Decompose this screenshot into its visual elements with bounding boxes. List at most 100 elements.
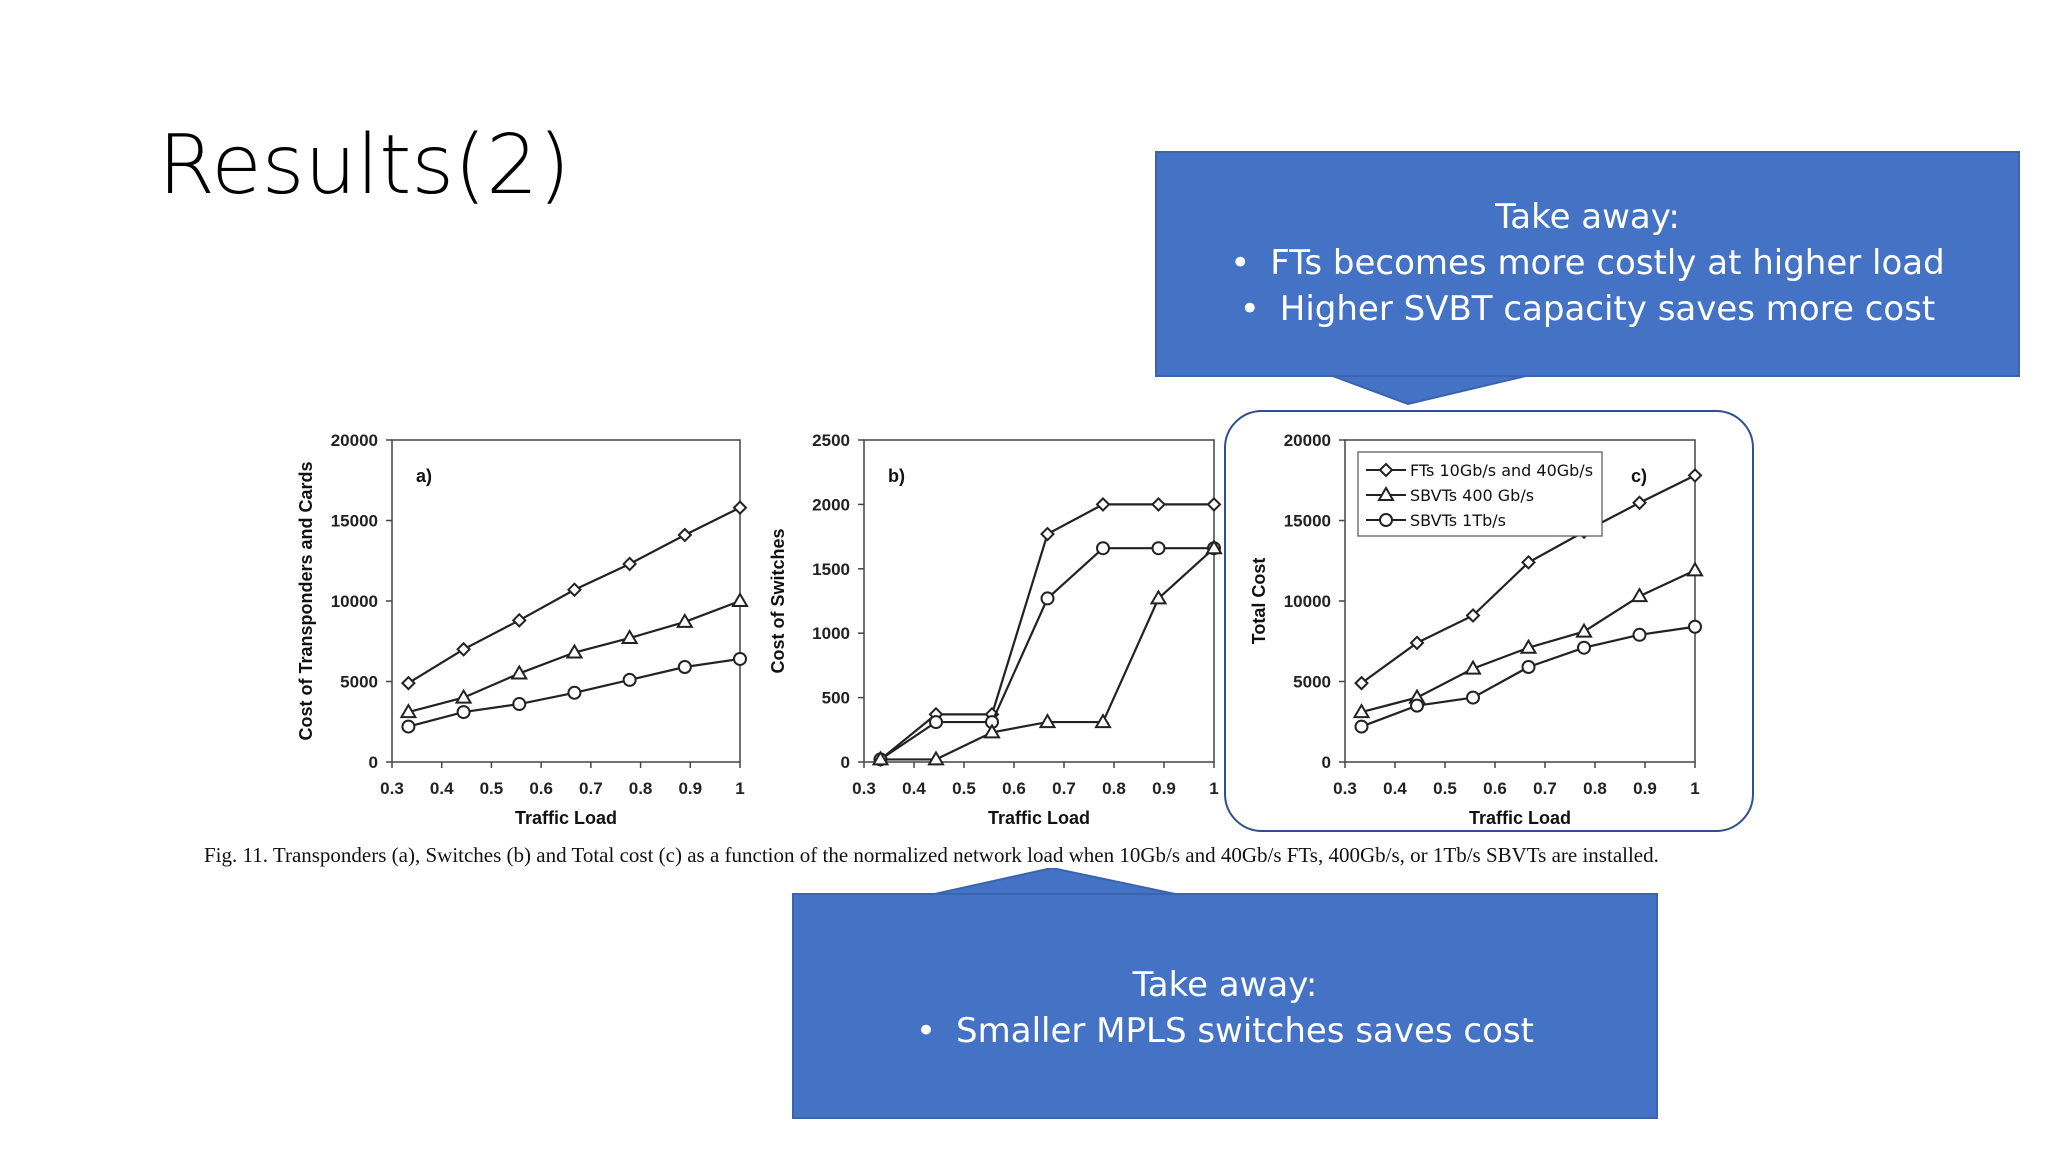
- figure-caption: Fig. 11. Transponders (a), Switches (b) …: [204, 843, 1659, 867]
- chart-c-series-3-point: [1521, 660, 1536, 675]
- chart-a-y-axis-label: Cost of Transponders and Cards: [296, 461, 316, 740]
- chart-a-series-2-point: [510, 664, 529, 680]
- chart-a-series-1-point: [400, 675, 416, 691]
- chart-a-series-2-point: [454, 688, 473, 704]
- chart-c-x-tick-label: 0.7: [1533, 779, 1557, 798]
- chart-c-series-2-point: [1519, 638, 1538, 654]
- chart-a-series-2-point: [620, 629, 639, 645]
- chart-c-series-2-point: [1464, 659, 1482, 675]
- chart-b-y-tick-label: 1500: [812, 560, 850, 579]
- chart-a-x-tick-label: 1: [735, 779, 744, 798]
- chart-c-y-tick-label: 10000: [1284, 592, 1331, 611]
- callout-bottom-heading: Take away:: [1132, 965, 1318, 1005]
- chart-c-series-3-point: [1410, 698, 1424, 713]
- chart-c-x-tick-label: 0.6: [1483, 779, 1507, 798]
- chart-c-series-3-point: [1632, 627, 1647, 642]
- chart-a-x-tick-label: 0.3: [380, 779, 404, 798]
- chart-a-x-tick-label: 0.9: [678, 779, 702, 798]
- chart-c-series-2-point: [1686, 561, 1704, 577]
- chart-c-x-tick-label: 0.8: [1583, 779, 1607, 798]
- chart-a-x-tick-label: 0.7: [579, 779, 603, 798]
- chart-a-y-tick-label: 15000: [331, 512, 378, 531]
- chart-b-panel-label: b): [888, 466, 905, 486]
- callout-bottom-bullet-1: • Smaller MPLS switches saves cost: [916, 1011, 1534, 1051]
- chart-b-y-tick-label: 0: [841, 753, 850, 772]
- bullet-dot-icon: •: [916, 1011, 937, 1051]
- chart-a-series-1-point: [456, 641, 472, 657]
- chart-a-series-3-point: [622, 672, 637, 687]
- chart-c-x-tick-label: 0.4: [1383, 779, 1407, 798]
- total-cost-highlight: [1224, 410, 1754, 832]
- chart-b-series-2-point: [1096, 541, 1110, 556]
- chart-c-series-3-point: [1354, 719, 1369, 734]
- chart-a-x-tick-label: 0.8: [629, 779, 653, 798]
- chart-a-plot-area: [391, 439, 741, 763]
- chart-b-x-tick-label: 0.9: [1152, 779, 1176, 798]
- chart-a-series-1-point: [511, 612, 527, 628]
- chart-a-series-1-point: [732, 500, 748, 516]
- chart-a-series-3-point: [677, 660, 692, 675]
- chart-b-x-tick-label: 0.4: [902, 779, 926, 798]
- chart-b-series-1-point: [1095, 496, 1111, 512]
- chart-b-series-3-point: [1038, 713, 1057, 729]
- chart-c-series-2-point: [1352, 703, 1371, 719]
- chart-a-y-tick-label: 20000: [331, 431, 378, 450]
- chart-c-series-1-point: [1409, 635, 1425, 651]
- chart-a-series-1-point: [677, 527, 693, 543]
- chart-a-series-2-point: [676, 612, 694, 628]
- chart-a-series-3-point: [567, 685, 582, 700]
- chart-c-series-1-point: [1521, 554, 1536, 570]
- chart-c-series-1-point: [1465, 608, 1481, 623]
- chart-b-series-3-point: [927, 750, 945, 766]
- chart-b-series-2-point: [929, 715, 943, 730]
- chart-c-x-axis-label: Traffic Load: [1469, 808, 1571, 828]
- chart-c-legend-label: SBVTs 400 Gb/s: [1410, 486, 1534, 505]
- chart-b-x-tick-label: 0.3: [852, 779, 876, 798]
- chart-a-series-3-point: [401, 719, 416, 734]
- chart-b-series-1-point: [1040, 526, 1055, 542]
- chart-b-series-2-point: [1151, 541, 1166, 556]
- chart-c-y-tick-label: 15000: [1284, 512, 1331, 531]
- chart-c-legend-label: FTs 10Gb/s and 40Gb/s: [1410, 461, 1593, 480]
- chart-a-series-1-point: [622, 556, 638, 572]
- chart-c-series-1-point: [1354, 675, 1369, 691]
- chart-c-panel-label: c): [1631, 466, 1647, 486]
- chart-a-panel-label: a): [416, 466, 432, 486]
- chart-c-series-3-point: [1466, 690, 1480, 705]
- chart-c-y-tick-label: 20000: [1284, 431, 1331, 450]
- chart-a-series-2-point: [565, 643, 584, 659]
- chart-b-y-tick-label: 500: [822, 689, 850, 708]
- chart-c-legend-marker: [1379, 513, 1393, 527]
- callout-top-bullet-1: • FTs becomes more costly at higher load: [1230, 243, 1945, 283]
- chart-b-series-3-point: [1149, 589, 1168, 605]
- bullet-dot-icon: •: [1239, 289, 1260, 329]
- chart-a-series-3-point: [512, 697, 527, 712]
- chart-b-x-tick-label: 0.7: [1052, 779, 1076, 798]
- chart-c-series-3-point: [1577, 640, 1591, 655]
- chart-a-x-tick-label: 0.4: [430, 779, 454, 798]
- chart-a-y-tick-label: 0: [369, 753, 378, 772]
- callout-bottom-tail: [930, 868, 1180, 896]
- chart-a-series-2-point: [399, 703, 418, 719]
- chart-a-y-tick-label: 5000: [340, 673, 378, 692]
- chart-b-x-tick-label: 0.5: [952, 779, 976, 798]
- callout-top-heading: Take away:: [1495, 197, 1680, 237]
- chart-b-y-tick-label: 1000: [812, 624, 850, 643]
- callout-top-bullet-2: • Higher SVBT capacity saves more cost: [1239, 289, 1936, 329]
- bullet-dot-icon: •: [1230, 243, 1251, 283]
- chart-a-x-tick-label: 0.6: [529, 779, 553, 798]
- chart-a-series-1-point: [567, 582, 582, 598]
- chart-c-legend-label: SBVTs 1Tb/s: [1410, 511, 1506, 530]
- chart-c-series-3-point: [1688, 619, 1702, 634]
- chart-b-series-2-point: [1040, 591, 1055, 606]
- chart-c-series-1-point: [1632, 495, 1647, 511]
- chart-c-x-tick-label: 0.9: [1633, 779, 1657, 798]
- chart-b-x-tick-label: 0.6: [1002, 779, 1026, 798]
- chart-a-x-axis-label: Traffic Load: [515, 808, 617, 828]
- chart-b-series-1-point: [1206, 496, 1222, 512]
- chart-a-y-tick-label: 10000: [331, 592, 378, 611]
- chart-c-series-2-point: [1575, 622, 1593, 638]
- chart-b-series-1-point: [1151, 496, 1166, 512]
- chart-a-series-2-point: [731, 592, 749, 607]
- chart-c-legend-marker: [1377, 486, 1395, 501]
